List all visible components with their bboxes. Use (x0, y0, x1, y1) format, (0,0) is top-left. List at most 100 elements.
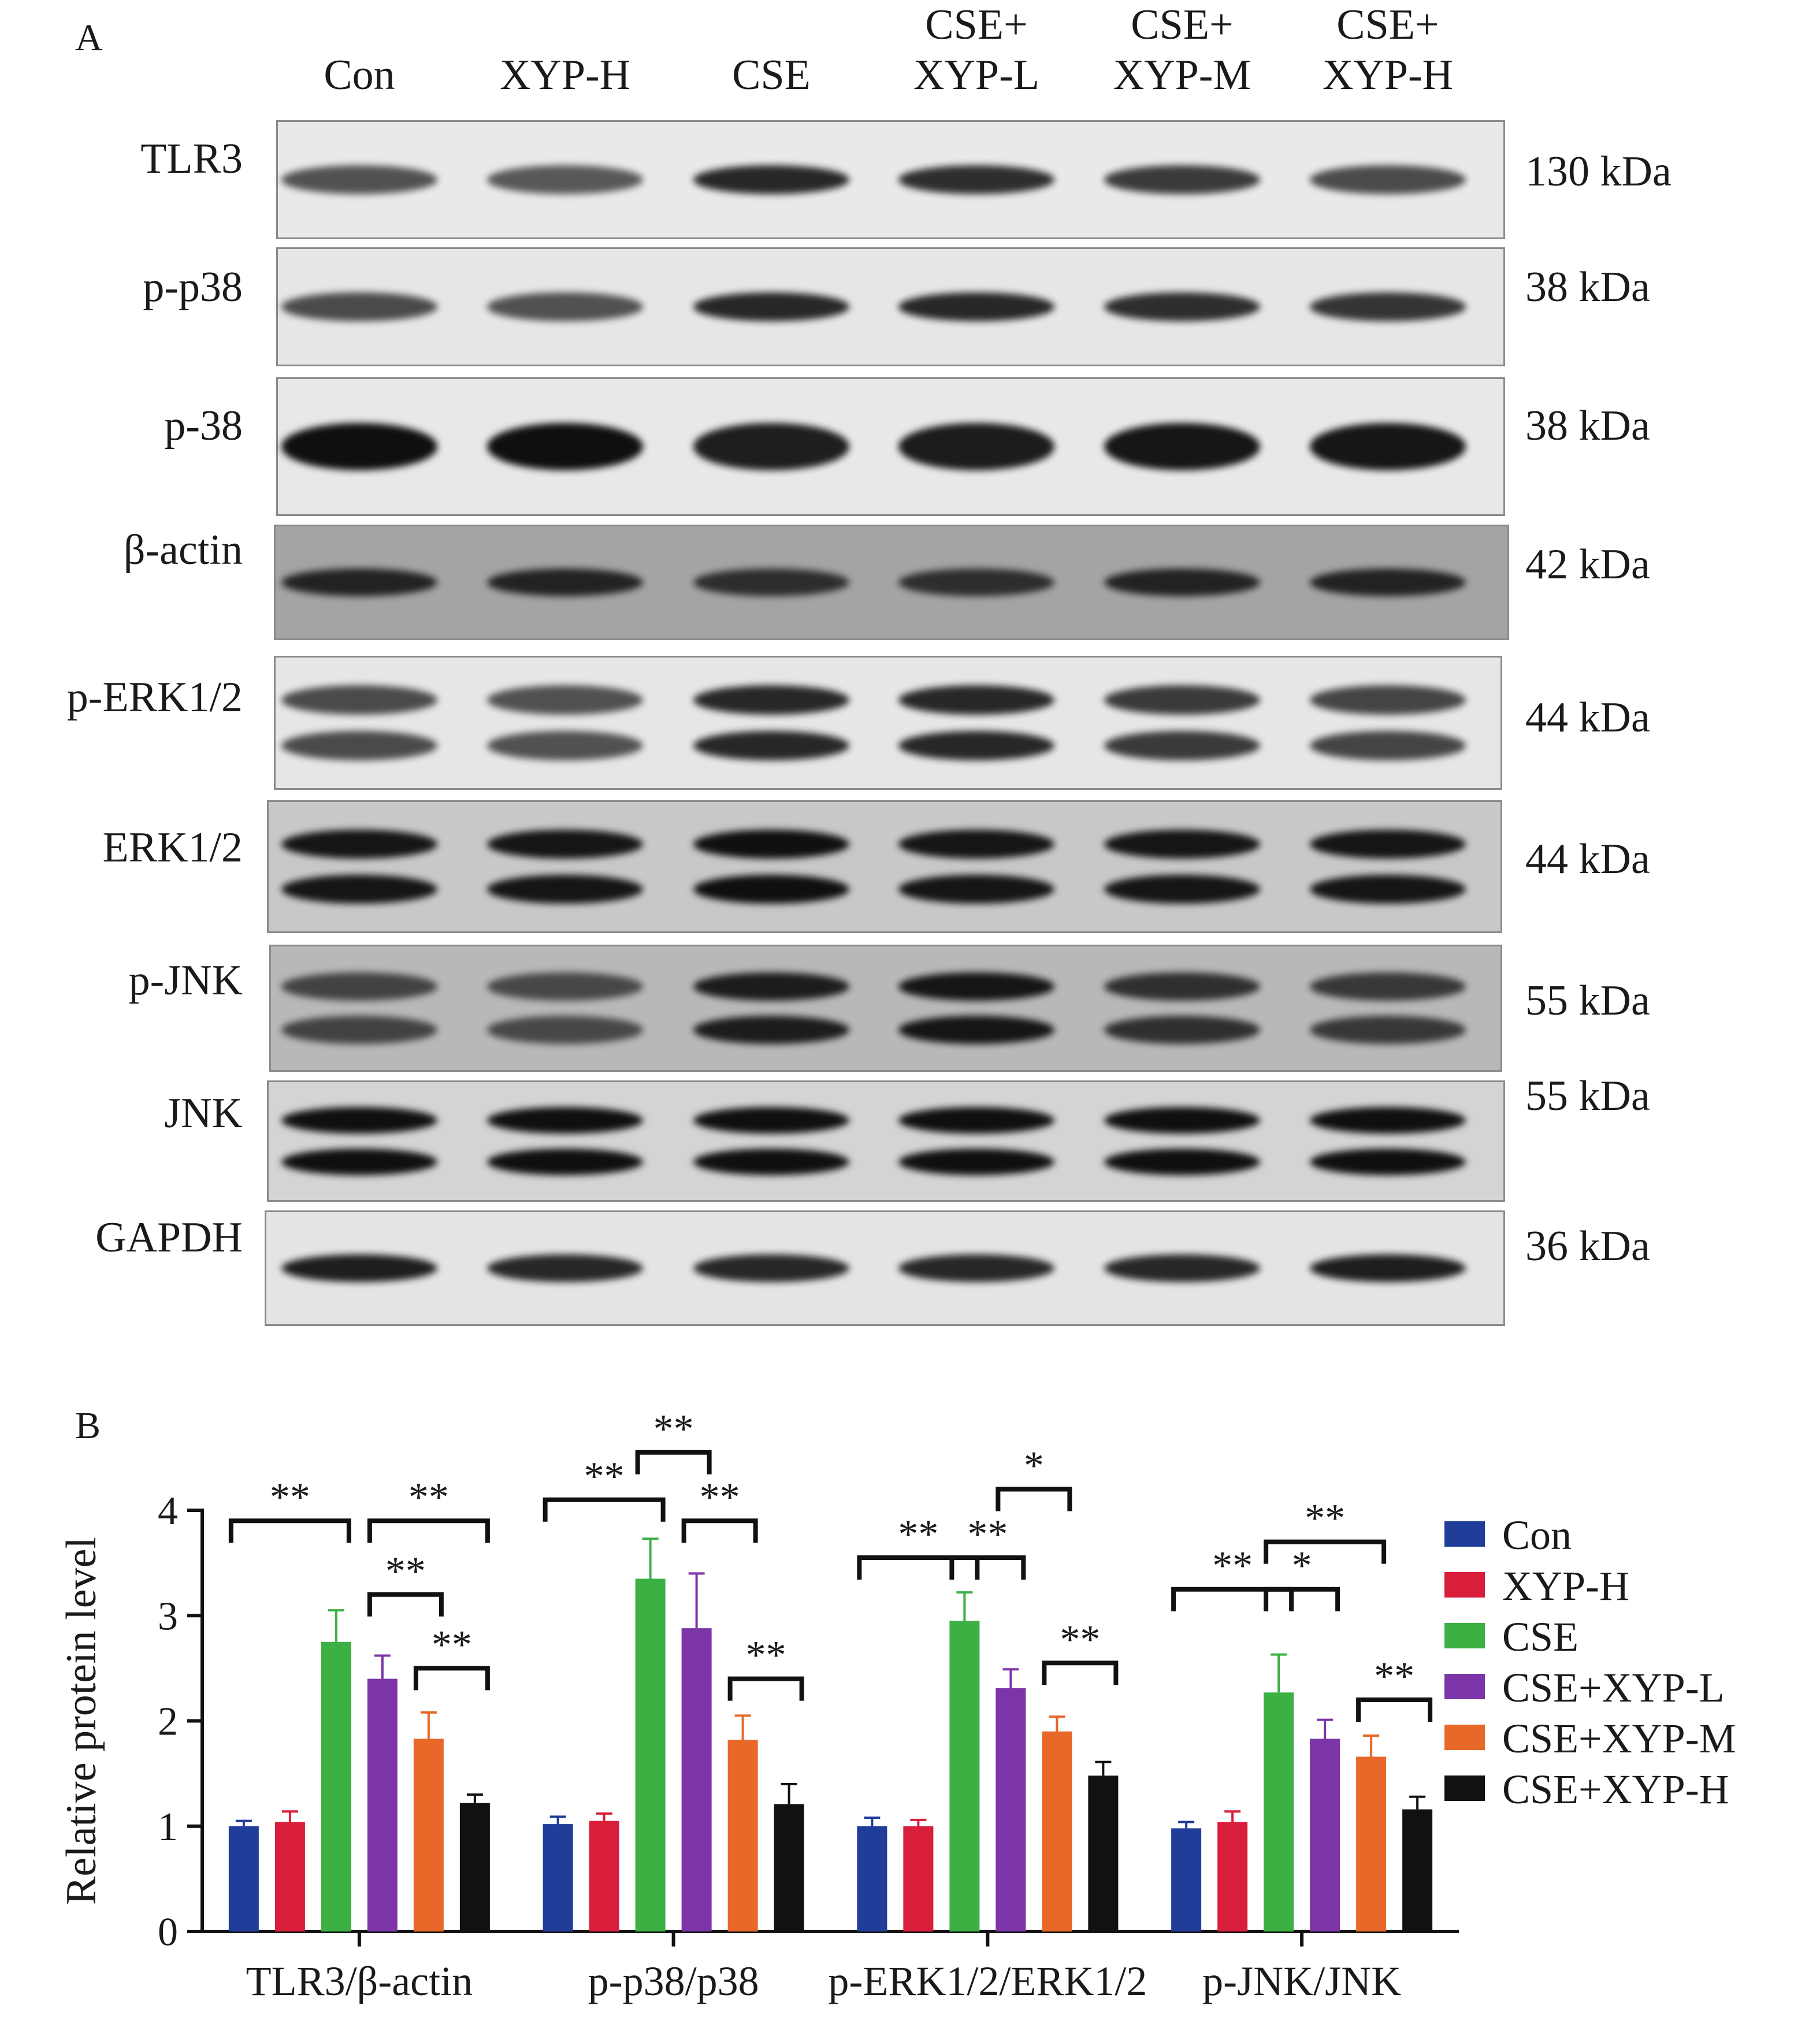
blot--actin (274, 525, 1509, 640)
blot-band (1310, 829, 1466, 859)
blot-band (281, 1254, 437, 1282)
significance-label: ** (700, 1475, 740, 1520)
blot-band (898, 292, 1054, 321)
protein-label: β-actin (123, 526, 243, 574)
x-tick-label: p-JNK/JNK (1202, 1958, 1401, 2004)
blot-band (693, 165, 849, 194)
legend-label: XYP-H (1502, 1563, 1629, 1609)
blot-band (1104, 165, 1260, 194)
kda-label: 130 kDa (1525, 148, 1672, 195)
significance-label: ** (1212, 1544, 1253, 1588)
legend-label: Con (1502, 1512, 1572, 1558)
significance-bracket (1264, 1587, 1340, 1611)
blot-band (898, 829, 1054, 859)
protein-label: p-JNK (128, 957, 243, 1004)
legend-label: CSE+XYP-L (1502, 1665, 1725, 1711)
blot-band (1104, 685, 1260, 715)
blot-band (1310, 1107, 1466, 1134)
blot-band (898, 423, 1054, 470)
blot-band (281, 1148, 437, 1175)
kda-label: 38 kDa (1525, 263, 1650, 311)
blot-band (693, 829, 849, 859)
lane-label-line2: CSE (732, 51, 811, 99)
bar (727, 1740, 758, 1931)
blot-band (898, 874, 1054, 904)
legend-swatch (1444, 1521, 1485, 1547)
blot-band (1310, 1254, 1466, 1282)
blot-band (898, 165, 1054, 194)
blot-band (898, 730, 1054, 760)
bar (589, 1821, 619, 1931)
protein-label: p-ERK1/2 (66, 674, 243, 721)
significance-label: ** (270, 1475, 310, 1520)
blot-band (487, 1148, 643, 1175)
lane-label: Con (244, 0, 475, 101)
significance-label: ** (432, 1622, 472, 1667)
blot-band (281, 874, 437, 904)
blot-band (1104, 292, 1260, 321)
blot-band (693, 569, 849, 596)
blot-band (487, 1016, 643, 1044)
bar (413, 1739, 444, 1931)
legend-swatch (1444, 1775, 1485, 1801)
bar (996, 1688, 1026, 1931)
significance-label: ** (653, 1407, 694, 1451)
bar (1042, 1731, 1072, 1931)
lane-label-line2: XYP-M (1113, 51, 1251, 99)
protein-label: GAPDH (95, 1214, 243, 1261)
blot-band (487, 165, 643, 194)
y-tick-label: 0 (158, 1910, 178, 1955)
bar (367, 1678, 398, 1931)
legend-label: CSE+XYP-H (1502, 1766, 1729, 1812)
significance-bracket (635, 1450, 712, 1474)
blot-band (281, 685, 437, 715)
significance-label: ** (1060, 1617, 1100, 1662)
blot-band (281, 1107, 437, 1134)
blot-band (281, 1016, 437, 1044)
blot-band (281, 292, 437, 321)
significance-bracket (1264, 1539, 1387, 1564)
blot-band (1310, 292, 1466, 321)
blot-band (281, 423, 437, 470)
panel-a-label: A (75, 17, 103, 59)
bar (635, 1578, 666, 1931)
blot-p-38 (276, 377, 1505, 516)
significance-bracket (727, 1676, 804, 1701)
blot-band (1310, 423, 1466, 470)
blot-band (693, 1107, 849, 1134)
blot-band (693, 423, 849, 470)
blot-band (487, 423, 643, 470)
significance-bracket (1356, 1697, 1433, 1722)
blot-band (1104, 1107, 1260, 1134)
blot-band (693, 874, 849, 904)
significance-label: ** (1374, 1654, 1414, 1699)
blot-band (487, 292, 643, 321)
significance-bracket (367, 1518, 490, 1543)
blot-band (487, 829, 643, 859)
y-tick-label: 4 (158, 1489, 178, 1533)
lane-label-line1 (244, 0, 475, 50)
blot-band (281, 569, 437, 596)
lane-label: XYP-H (450, 0, 681, 101)
blot-band (1310, 874, 1466, 904)
significance-bracket (857, 1555, 980, 1580)
significance-label: ** (1305, 1496, 1345, 1541)
blot-band (1310, 730, 1466, 760)
blot-band (1310, 165, 1466, 194)
blot-band (1310, 1148, 1466, 1175)
significance-label: ** (385, 1549, 426, 1593)
protein-label: TLR3 (140, 135, 243, 183)
protein-label: JNK (164, 1090, 243, 1137)
significance-bracket (228, 1518, 351, 1543)
kda-label: 42 kDa (1525, 541, 1650, 588)
bar (1088, 1775, 1119, 1931)
blot-band (281, 730, 437, 760)
lane-label-line2: XYP-L (913, 51, 1039, 99)
blot-band (898, 972, 1054, 1001)
bar (1356, 1756, 1387, 1931)
bar (1171, 1828, 1202, 1931)
significance-label: * (1292, 1544, 1312, 1588)
lane-label-line2: XYP-H (1322, 51, 1454, 99)
lane-label: CSE (656, 0, 887, 101)
legend-swatch (1444, 1572, 1485, 1598)
